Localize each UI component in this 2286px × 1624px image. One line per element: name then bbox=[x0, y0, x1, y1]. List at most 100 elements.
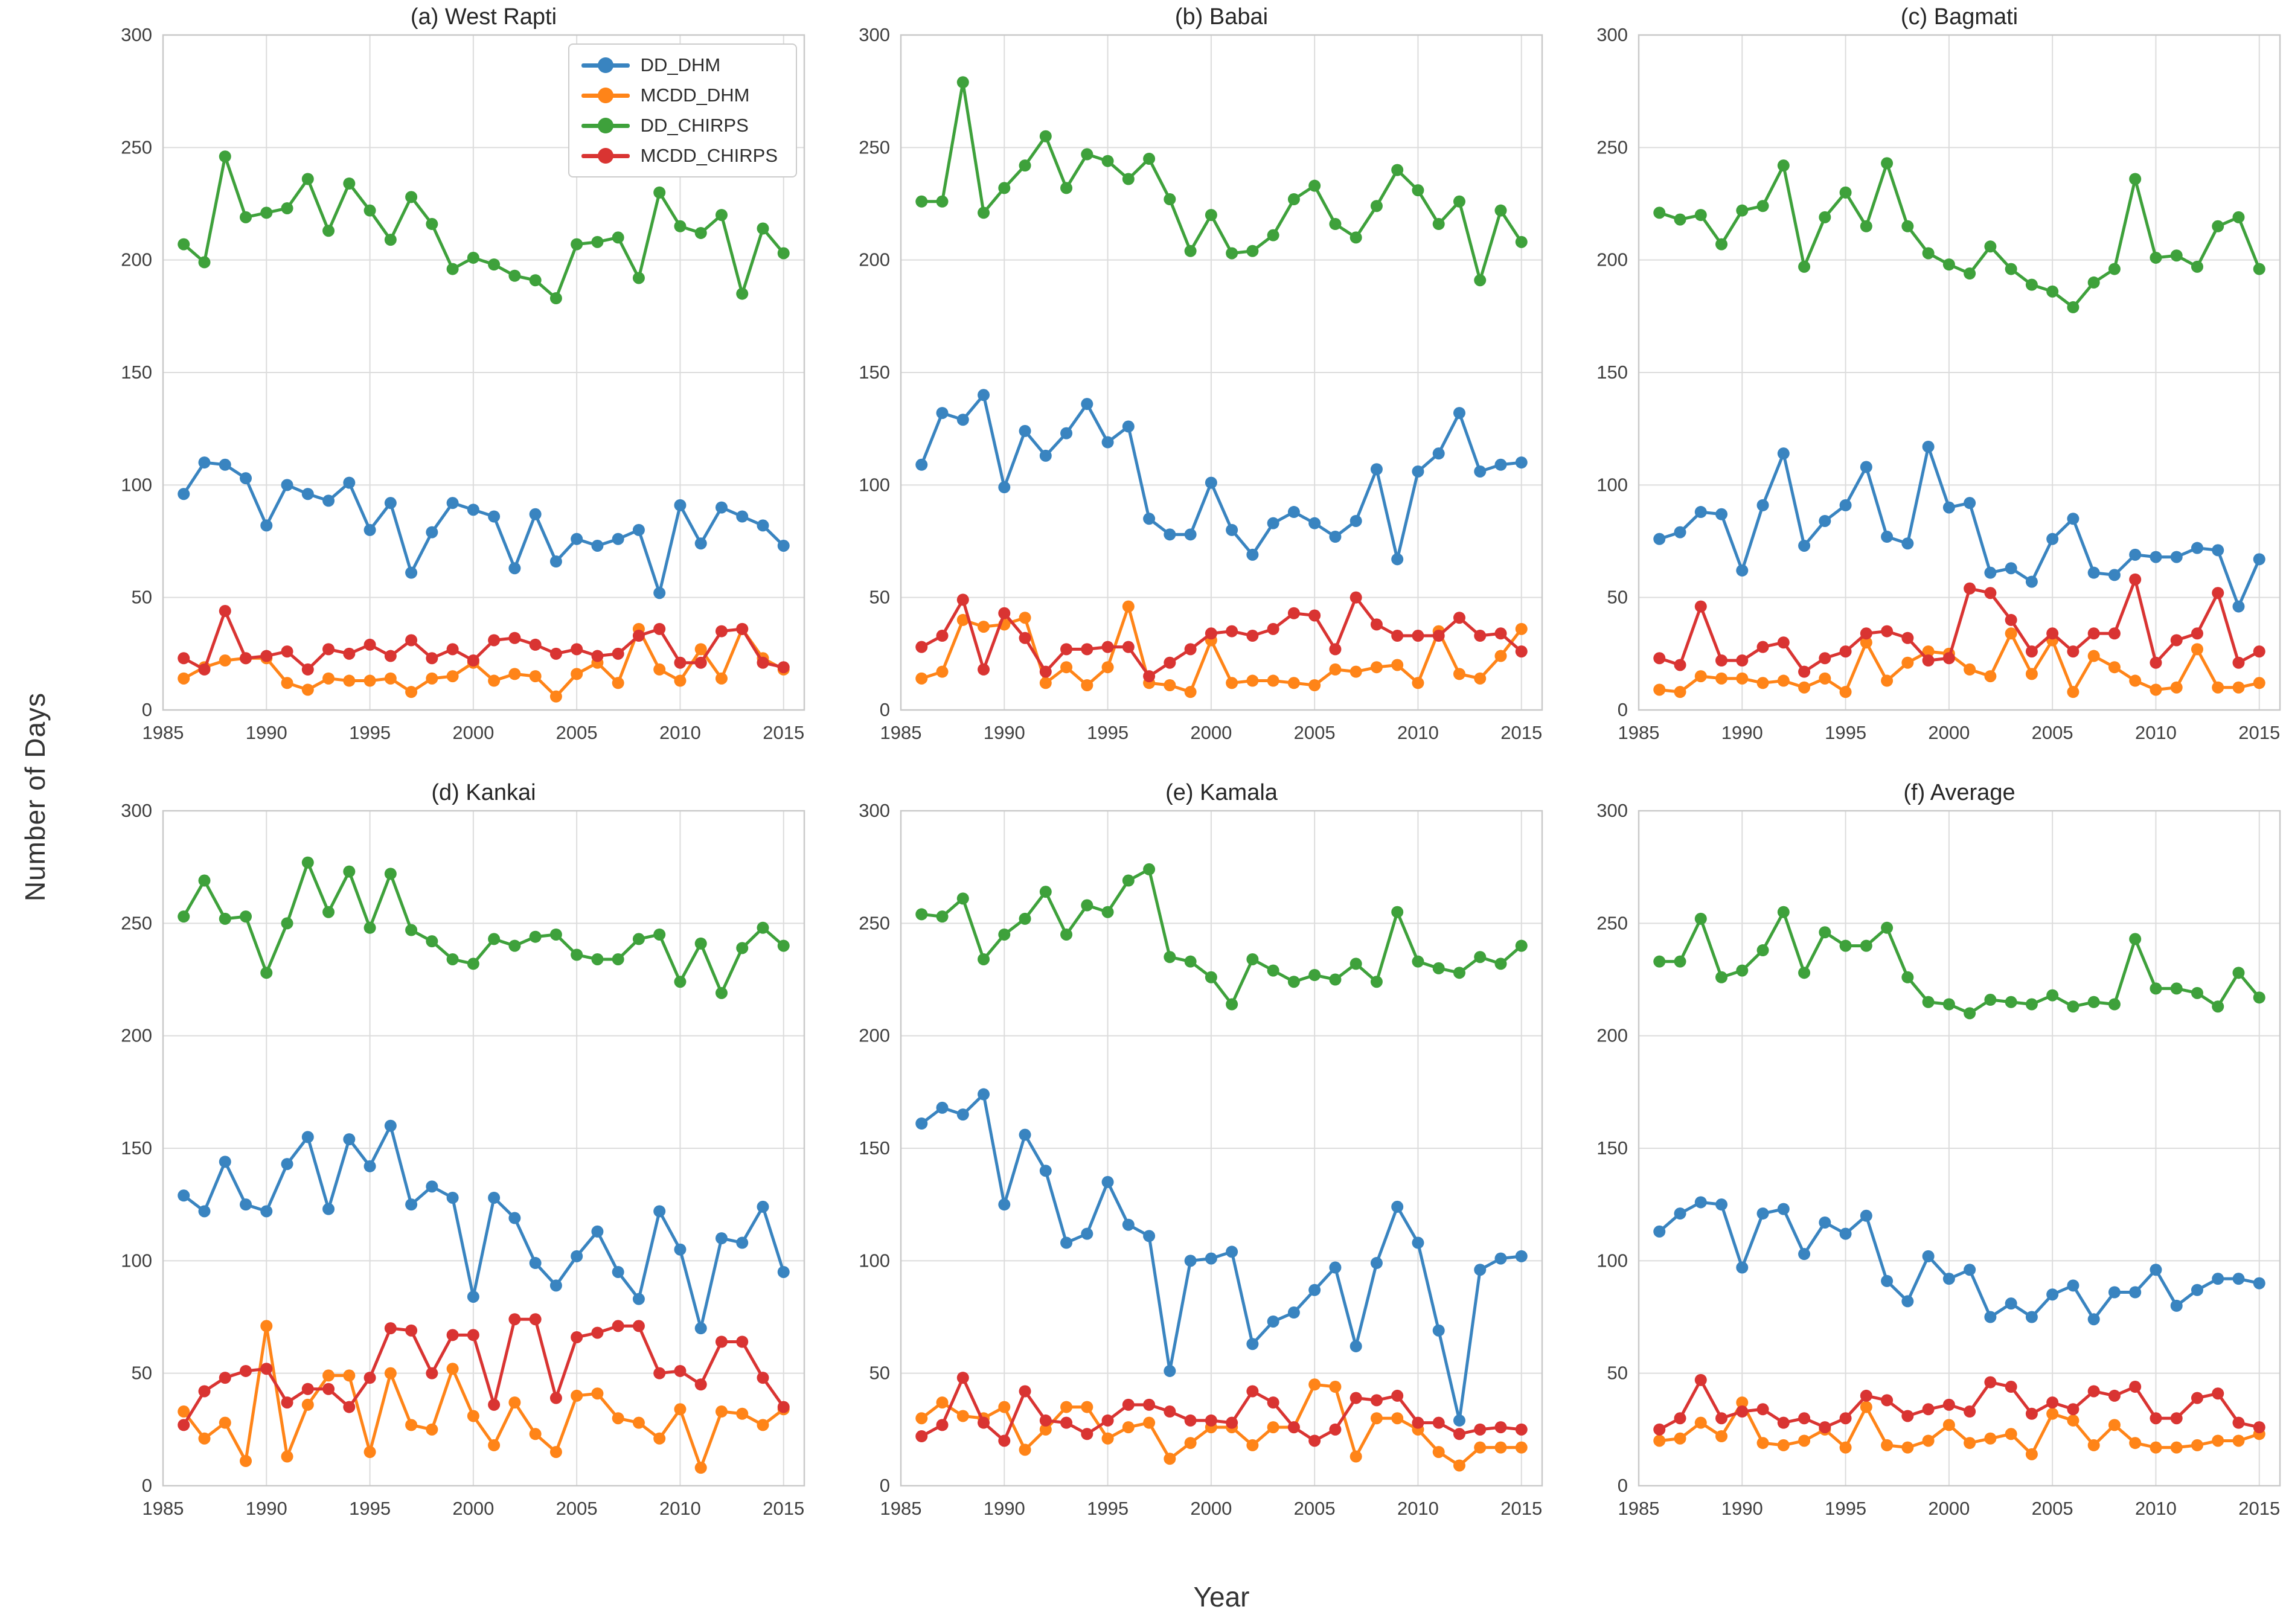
data-point-mcdd_chirps bbox=[1143, 1398, 1156, 1411]
data-point-mcdd_dhm bbox=[405, 686, 418, 699]
data-point-dd_chirps bbox=[260, 967, 273, 979]
data-point-mcdd_chirps bbox=[2150, 1412, 2162, 1425]
data-point-mcdd_chirps bbox=[653, 1367, 666, 1379]
data-point-dd_chirps bbox=[301, 856, 314, 869]
data-point-mcdd_chirps bbox=[446, 1329, 459, 1341]
data-point-mcdd_chirps bbox=[1515, 1423, 1528, 1436]
data-point-dd_dhm bbox=[1474, 1264, 1487, 1276]
data-point-dd_chirps bbox=[2170, 982, 2183, 995]
data-point-mcdd_chirps bbox=[1226, 625, 1238, 638]
data-point-mcdd_chirps bbox=[301, 663, 314, 676]
data-point-dd_dhm bbox=[1329, 1261, 1342, 1274]
data-point-mcdd_chirps bbox=[1267, 1396, 1279, 1409]
y-tick-label: 100 bbox=[1596, 1250, 1628, 1271]
data-point-mcdd_dhm bbox=[2170, 681, 2183, 694]
data-point-mcdd_dhm bbox=[1715, 672, 1728, 685]
legend-swatch-dd-chirps-icon bbox=[581, 123, 630, 128]
data-point-dd_dhm bbox=[653, 1205, 666, 1218]
data-point-mcdd_chirps bbox=[260, 650, 273, 662]
data-point-dd_dhm bbox=[1164, 528, 1176, 541]
data-point-dd_chirps bbox=[2232, 967, 2245, 979]
data-point-mcdd_chirps bbox=[978, 663, 990, 676]
data-point-dd_chirps bbox=[1860, 939, 1872, 952]
data-point-mcdd_chirps bbox=[198, 1385, 211, 1398]
data-point-mcdd_chirps bbox=[1453, 1428, 1465, 1440]
data-point-dd_chirps bbox=[1453, 967, 1465, 979]
data-point-dd_chirps bbox=[549, 928, 562, 941]
data-point-mcdd_dhm bbox=[1019, 612, 1031, 624]
data-point-mcdd_chirps bbox=[508, 1313, 521, 1326]
x-tick-label: 2010 bbox=[1397, 722, 1439, 743]
data-point-mcdd_chirps bbox=[322, 1383, 335, 1395]
data-point-dd_dhm bbox=[777, 539, 790, 552]
series-line-dd_dhm bbox=[1657, 445, 2261, 609]
data-point-mcdd_dhm bbox=[446, 1363, 459, 1375]
data-point-dd_chirps bbox=[1164, 193, 1176, 206]
data-point-mcdd_dhm bbox=[2025, 668, 2038, 680]
data-point-mcdd_dhm bbox=[1942, 1419, 1955, 1431]
data-point-mcdd_chirps bbox=[2046, 627, 2059, 640]
data-point-mcdd_dhm bbox=[1164, 1453, 1176, 1465]
data-point-dd_chirps bbox=[1860, 220, 1872, 232]
data-point-mcdd_chirps bbox=[1964, 582, 1976, 595]
data-point-mcdd_chirps bbox=[1370, 1394, 1383, 1407]
data-point-dd_dhm bbox=[1226, 1245, 1238, 1258]
data-point-dd_dhm bbox=[1736, 1261, 1749, 1274]
data-point-dd_chirps bbox=[549, 292, 562, 305]
data-point-mcdd_chirps bbox=[405, 1324, 418, 1337]
series-line-mcdd_dhm bbox=[182, 1324, 786, 1469]
data-point-mcdd_dhm bbox=[281, 1450, 293, 1463]
y-tick-label: 0 bbox=[880, 1475, 890, 1496]
data-point-dd_dhm bbox=[343, 476, 356, 489]
x-tick-label: 1990 bbox=[246, 722, 287, 743]
data-point-mcdd_chirps bbox=[956, 593, 969, 606]
data-point-mcdd_dhm bbox=[1901, 656, 1914, 669]
data-point-dd_dhm bbox=[2150, 1264, 2162, 1276]
data-point-mcdd_chirps bbox=[1039, 665, 1052, 678]
data-point-dd_dhm bbox=[426, 1180, 438, 1193]
data-point-dd_dhm bbox=[1942, 501, 1955, 514]
data-point-mcdd_chirps bbox=[2212, 587, 2224, 599]
data-point-mcdd_chirps bbox=[571, 1331, 583, 1344]
data-point-mcdd_dhm bbox=[1122, 600, 1135, 613]
legend-item-dd-dhm: DD_DHM bbox=[581, 54, 778, 76]
data-point-dd_chirps bbox=[1308, 969, 1321, 982]
data-point-dd_chirps bbox=[2212, 1000, 2224, 1013]
data-point-mcdd_dhm bbox=[2150, 1441, 2162, 1454]
data-point-mcdd_dhm bbox=[1039, 1423, 1052, 1436]
data-point-dd_dhm bbox=[978, 389, 990, 401]
data-point-dd_dhm bbox=[198, 1205, 211, 1218]
data-point-mcdd_chirps bbox=[488, 634, 501, 647]
data-point-mcdd_chirps bbox=[2087, 627, 2100, 640]
data-point-dd_chirps bbox=[1494, 204, 1507, 217]
data-point-mcdd_dhm bbox=[2046, 1407, 2059, 1420]
data-point-mcdd_chirps bbox=[2129, 573, 2142, 586]
data-point-mcdd_chirps bbox=[467, 1329, 479, 1341]
data-point-mcdd_chirps bbox=[2025, 1407, 2038, 1420]
data-point-dd_dhm bbox=[1922, 440, 1935, 453]
data-point-dd_dhm bbox=[1922, 1250, 1935, 1262]
data-point-mcdd_chirps bbox=[178, 652, 190, 665]
x-tick-label: 2015 bbox=[1500, 1498, 1542, 1519]
data-point-mcdd_chirps bbox=[1412, 630, 1424, 642]
data-point-dd_chirps bbox=[1329, 218, 1342, 231]
data-point-dd_dhm bbox=[363, 1160, 376, 1172]
data-point-mcdd_dhm bbox=[1819, 672, 1831, 685]
data-point-mcdd_chirps bbox=[632, 1320, 645, 1332]
data-point-dd_dhm bbox=[1287, 1306, 1300, 1319]
x-tick-label: 1985 bbox=[142, 1498, 184, 1519]
data-point-dd_chirps bbox=[240, 910, 252, 923]
data-point-mcdd_dhm bbox=[1494, 650, 1507, 662]
panel-title: (b) Babai bbox=[1175, 4, 1268, 30]
data-point-dd_dhm bbox=[426, 526, 438, 539]
x-tick-label: 2000 bbox=[1928, 722, 1970, 743]
series-line-dd_chirps bbox=[920, 868, 1523, 1006]
data-point-dd_chirps bbox=[1694, 912, 1707, 925]
data-point-dd_chirps bbox=[1412, 955, 1424, 968]
data-point-dd_dhm bbox=[1432, 447, 1445, 460]
data-point-mcdd_dhm bbox=[1184, 686, 1197, 699]
data-point-dd_chirps bbox=[1391, 164, 1404, 176]
data-point-mcdd_chirps bbox=[1205, 1414, 1217, 1427]
data-point-dd_dhm bbox=[2253, 553, 2265, 566]
data-point-dd_chirps bbox=[363, 921, 376, 934]
